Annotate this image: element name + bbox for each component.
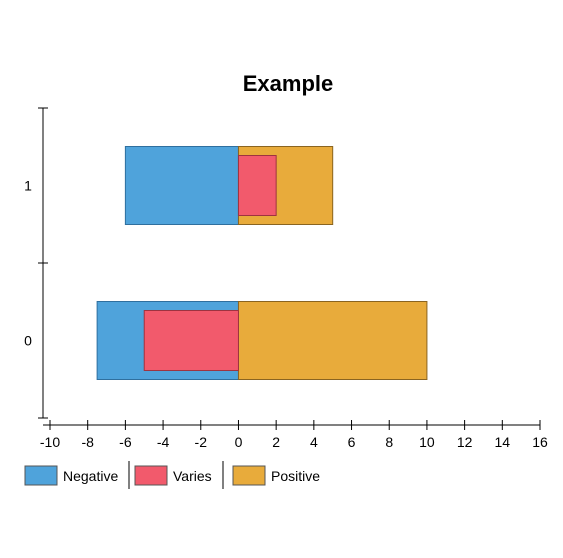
x-tick-label: 10: [419, 434, 435, 450]
legend-swatch-varies: [134, 465, 168, 486]
chart-title: Example: [243, 71, 334, 96]
legend: Negative Varies Positive: [24, 461, 320, 489]
legend-swatch-negative: [24, 465, 58, 486]
x-tick-label: 0: [235, 434, 243, 450]
bar-varies-0: [143, 310, 239, 371]
x-tick-label: -10: [40, 434, 60, 450]
legend-swatch-positive: [232, 465, 266, 486]
x-axis: -10 -8 -6 -4 -2 0 2 4 6 8 10 12 14 16: [40, 420, 548, 450]
y-tick-label-1: 1: [24, 178, 32, 194]
x-tick-label: -8: [81, 434, 94, 450]
legend-label-positive: Positive: [271, 468, 320, 484]
x-tick-label: 14: [495, 434, 511, 450]
legend-label-negative: Negative: [63, 468, 118, 484]
x-tick-label: -6: [119, 434, 132, 450]
x-tick-label: 16: [532, 434, 548, 450]
bar-varies-1: [237, 155, 277, 216]
bars-group: [96, 146, 428, 380]
x-tick-label: 12: [457, 434, 473, 450]
bar-positive-0: [237, 301, 428, 380]
x-tick-label: 4: [310, 434, 318, 450]
x-tick-label: -2: [195, 434, 208, 450]
x-tick-label: 2: [272, 434, 280, 450]
x-tick-label: 6: [348, 434, 356, 450]
legend-label-varies: Varies: [173, 468, 212, 484]
bar-negative-1: [124, 146, 239, 225]
x-tick-label: -4: [157, 434, 170, 450]
y-axis: 01: [24, 107, 48, 419]
y-tick-label-0: 0: [24, 333, 32, 349]
x-tick-label: 8: [385, 434, 393, 450]
